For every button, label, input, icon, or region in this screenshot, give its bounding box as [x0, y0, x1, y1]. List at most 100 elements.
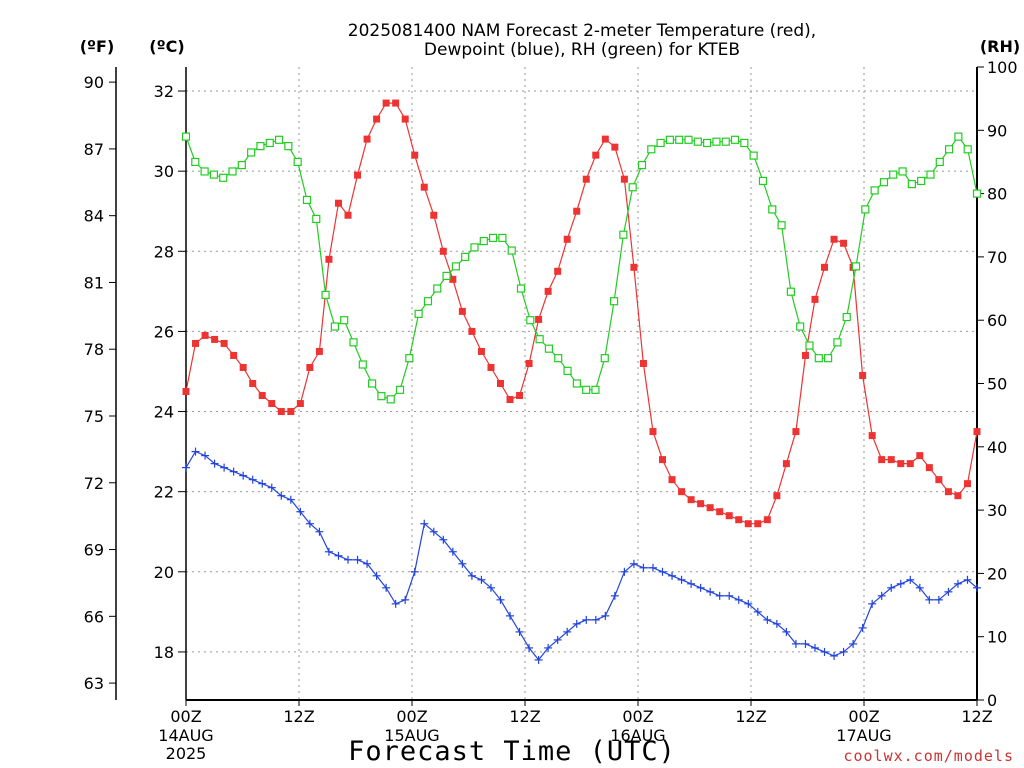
rh-point — [935, 157, 944, 167]
rh-tick-label: 60 — [987, 311, 1007, 330]
rh-point — [712, 137, 721, 146]
dewpoint-point — [324, 547, 333, 556]
dewpoint-point — [725, 591, 734, 600]
temperature-point — [659, 456, 667, 464]
dewpoint-point — [601, 611, 610, 620]
dewpoint-line — [185, 450, 978, 661]
rh-point — [824, 354, 833, 363]
dewpoint-point — [877, 591, 886, 600]
dewpoint-point — [401, 595, 410, 604]
rh-point — [637, 161, 647, 170]
temperature-point — [249, 380, 257, 387]
temperature-point — [821, 263, 829, 271]
rh-point — [619, 230, 628, 239]
dewpoint-point — [344, 555, 353, 564]
dewpoint-point — [734, 595, 743, 604]
rh-point — [237, 161, 246, 170]
rh-point — [870, 186, 879, 195]
temperature-point — [697, 500, 705, 508]
dewpoint-point — [506, 611, 515, 620]
rh-point — [340, 316, 349, 325]
temperature-point — [601, 135, 609, 143]
dewpoint-point — [572, 619, 581, 628]
dewpoint-point — [544, 643, 553, 652]
rh-point — [386, 395, 395, 404]
c-tick-label: 28 — [154, 242, 174, 261]
celsius-axis: 18 20 22 24 26 28 30 32 — [154, 82, 186, 662]
temperature-point — [678, 488, 686, 496]
temperature-point — [449, 275, 457, 283]
dewpoint-point — [706, 587, 715, 596]
temperature-point — [239, 363, 247, 371]
temperature-point — [287, 408, 295, 416]
axes — [115, 67, 978, 701]
temperature-point — [401, 115, 409, 123]
temperature-point — [792, 428, 800, 436]
rh-point — [656, 138, 665, 148]
series-group — [181, 99, 982, 664]
rh-point — [200, 167, 209, 176]
dewpoint-point — [182, 463, 190, 472]
dewpoint-point — [868, 599, 877, 608]
temperature-point — [716, 508, 724, 516]
rh-point — [405, 354, 414, 363]
dewpoint-point — [315, 527, 324, 536]
rh-point — [470, 243, 479, 252]
dewpoint-point — [915, 583, 924, 592]
dewpoint-point — [458, 559, 467, 568]
temperature-point — [620, 175, 628, 183]
dewpoint-point — [668, 571, 677, 580]
rh-point — [507, 246, 516, 255]
rh-point — [963, 145, 972, 154]
temperature-point — [668, 476, 676, 484]
dewpoint-point — [629, 559, 638, 568]
temperature-point — [392, 99, 400, 107]
rh-point — [861, 205, 870, 214]
rh-point — [786, 287, 795, 296]
temperature-point — [592, 151, 600, 159]
x-tick-label: 00Z — [396, 707, 427, 726]
rh-tick-label: 90 — [987, 121, 1007, 140]
temperature-point — [525, 359, 533, 367]
dewpoint-point — [677, 575, 686, 584]
rh-point — [582, 385, 591, 394]
dewpoint-point — [248, 475, 257, 484]
dewpoint-point — [820, 647, 829, 656]
temperature-point — [344, 211, 352, 219]
temperature-point — [363, 135, 371, 143]
temperature-point — [735, 516, 743, 524]
temperature-point — [458, 307, 466, 315]
dewpoint-point — [448, 547, 457, 556]
temperature-point — [649, 428, 657, 436]
dewpoint-point — [810, 643, 819, 652]
dewpoint-point — [372, 571, 381, 580]
temperature-point — [830, 235, 838, 243]
rh-tick-label: 0 — [987, 691, 997, 710]
dewpoint-point — [229, 467, 238, 476]
rh-point — [451, 262, 460, 271]
temperature-point — [563, 235, 571, 243]
f-tick-label: 75 — [84, 407, 104, 426]
rh-point — [330, 322, 339, 331]
dewpoint-point — [944, 587, 953, 596]
dewpoint-point — [210, 459, 219, 468]
dewpoint-point — [696, 583, 705, 592]
series-rh — [181, 132, 982, 404]
temperature-point — [201, 331, 209, 339]
f-tick-label: 87 — [84, 140, 104, 159]
rh-point — [684, 135, 693, 144]
rh-point — [377, 392, 386, 401]
rh-point — [563, 366, 572, 375]
grid-lines — [186, 67, 977, 700]
rh-point — [498, 233, 507, 243]
dewpoint-point — [772, 619, 781, 628]
y-axis-f-label: (ºF) — [80, 37, 115, 56]
rh-point — [442, 271, 451, 280]
rh-point — [842, 312, 851, 322]
dewpoint-point — [715, 591, 724, 600]
c-tick-label: 32 — [154, 82, 174, 101]
rh-point — [349, 338, 358, 347]
dewpoint-point — [363, 559, 372, 568]
temperature-point — [230, 351, 238, 359]
dewpoint-point — [477, 575, 486, 584]
